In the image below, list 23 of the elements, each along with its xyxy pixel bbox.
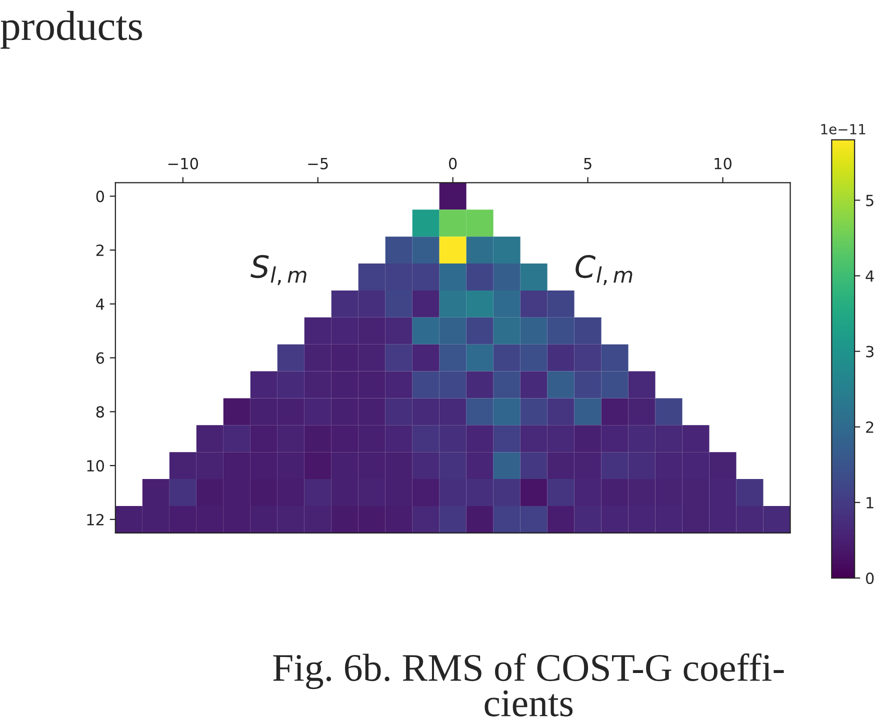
color-bar-label: 4 [866,270,874,282]
x-tick-label: 0 [448,158,457,170]
x-tick-label: 10 [714,158,732,170]
annotation: C$_{l,m}$ [576,254,632,286]
y-tick-label: 12 [87,514,104,526]
color-bar-label: 0 [866,572,874,584]
color-bar-label: 1 [866,497,874,508]
text: products [0,10,142,49]
caption: Fig. 6b. RMS of COST-G coeffi- cients [273,653,784,716]
color-bar-label: 5 [866,194,874,206]
x-tick-label: −10 [168,158,198,170]
x-tick-label: 5 [584,158,592,170]
color-bar-label: 3 [866,346,874,358]
color-bar-label: 2 [866,421,874,433]
y-tick-label: 6 [96,352,104,364]
annotation: S$_{l,m}$ [250,254,306,286]
y-tick-label: 10 [87,460,104,472]
y-tick-label: 2 [96,244,104,256]
x-tick-label: −5 [308,158,328,170]
y-tick-label: 0 [96,190,104,202]
y-tick-label: 4 [96,298,104,310]
color-bar-title: 1e−11 [821,124,866,134]
y-tick-label: 8 [96,406,104,418]
